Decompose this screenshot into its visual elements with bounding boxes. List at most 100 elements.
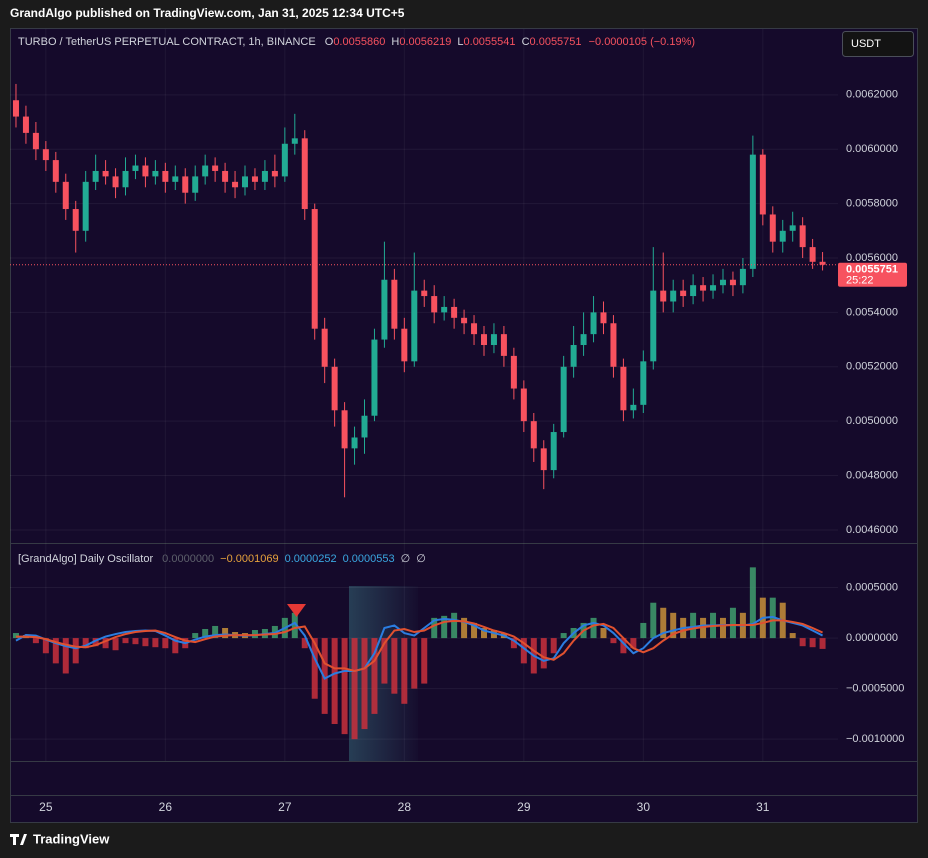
histogram-bar xyxy=(600,627,607,639)
candle-body xyxy=(640,361,647,405)
histogram-bar xyxy=(719,617,726,639)
x-tick-label: 25 xyxy=(39,800,53,814)
y-tick-label: 0.0060000 xyxy=(846,143,898,155)
candle-body xyxy=(261,170,268,182)
histogram-bar xyxy=(222,627,229,639)
candle-body xyxy=(202,165,209,177)
candle-body xyxy=(421,290,428,297)
candle-body xyxy=(510,355,517,389)
histogram-bar xyxy=(102,638,109,649)
histogram-bar xyxy=(112,638,119,651)
signal-marker xyxy=(287,604,306,617)
candle-body xyxy=(291,138,298,144)
histogram-bar xyxy=(311,638,318,699)
y-tick-label: 0.0048000 xyxy=(846,469,898,481)
candle-body xyxy=(441,306,448,313)
candle-body xyxy=(182,176,189,193)
histogram-bar xyxy=(480,627,487,639)
countdown: 25:22 xyxy=(846,275,874,287)
candle-body xyxy=(749,154,756,269)
candle-body xyxy=(620,366,627,411)
ohlc-letter: O xyxy=(325,36,334,48)
candle-body xyxy=(321,328,328,367)
y-tick-label: 0.0062000 xyxy=(846,89,898,101)
histogram-bar xyxy=(451,612,458,639)
histogram-bar xyxy=(630,638,637,649)
candle-body xyxy=(809,247,816,262)
candle-body xyxy=(719,279,726,286)
price-axis xyxy=(838,29,917,822)
histogram-bar xyxy=(749,567,756,639)
histogram-bar xyxy=(799,638,806,647)
y-tick-label: 0.0054000 xyxy=(846,306,898,318)
candle-body xyxy=(132,165,139,171)
candle-body xyxy=(729,279,736,286)
histogram-bar xyxy=(212,625,219,639)
button-frame[interactable] xyxy=(842,31,914,57)
candle-body xyxy=(371,339,378,416)
histogram-bar xyxy=(152,638,159,648)
histogram-bar xyxy=(42,638,49,654)
candle-body xyxy=(361,415,368,438)
button-label[interactable]: USDT xyxy=(851,38,881,50)
histogram-bar xyxy=(510,638,517,649)
candle-body xyxy=(341,410,348,449)
candle-body xyxy=(789,225,796,231)
candle-body xyxy=(152,170,159,177)
candle-body xyxy=(739,268,746,286)
candle-body xyxy=(540,448,547,471)
histogram-bar xyxy=(670,612,677,639)
y-tick-label: 0.0050000 xyxy=(846,415,898,427)
histogram-bar xyxy=(411,638,418,689)
y-tick-label: −0.0010000 xyxy=(846,733,904,745)
oscillator-line xyxy=(15,619,823,672)
ohlc-letter: H xyxy=(391,36,399,48)
histogram-bar xyxy=(301,638,308,649)
legend-value: −0.0001069 xyxy=(220,553,278,565)
histogram-bar xyxy=(441,615,448,639)
candle-body xyxy=(301,138,308,210)
brand-name: TradingView xyxy=(33,831,110,846)
histogram-bar xyxy=(560,633,567,639)
histogram-bar xyxy=(162,638,169,649)
ohlc-value: 0.0055860 xyxy=(333,36,385,48)
candle-body xyxy=(42,149,49,161)
chart-header: TURBO / TetherUS PERPETUAL CONTRACT, 1h,… xyxy=(18,36,695,48)
histogram-bar xyxy=(729,607,736,639)
candle-body xyxy=(600,312,607,324)
currency-button[interactable]: USDT xyxy=(842,31,914,57)
legend-value: ∅ xyxy=(401,553,411,565)
histogram-bar xyxy=(361,638,368,730)
candle-body xyxy=(670,290,677,302)
candle-body xyxy=(570,345,577,367)
candle-body xyxy=(700,285,707,291)
histogram-bar xyxy=(321,638,328,714)
candle-body xyxy=(122,170,129,188)
candle-body xyxy=(690,285,697,297)
candle-body xyxy=(251,176,258,182)
histogram-bar xyxy=(291,612,298,639)
histogram-bar xyxy=(12,633,19,639)
histogram-bar xyxy=(431,617,438,639)
histogram-bar xyxy=(251,630,258,639)
y-tick-label: 0.0052000 xyxy=(846,361,898,373)
y-tick-label: 0.0000000 xyxy=(846,632,898,644)
candle-body xyxy=(451,306,458,318)
x-tick-label: 30 xyxy=(637,800,651,814)
histogram-bar xyxy=(371,638,378,714)
y-tick-label: −0.0005000 xyxy=(846,683,904,695)
last-price-label: 0.0055751 xyxy=(846,264,898,276)
candle-body xyxy=(769,214,776,242)
histogram-bar xyxy=(461,617,468,639)
candle-body xyxy=(461,317,468,324)
candle-body xyxy=(520,388,527,422)
x-tick-label: 29 xyxy=(517,800,531,814)
candle-body xyxy=(610,323,617,367)
candle-body xyxy=(759,154,766,215)
candle-body xyxy=(630,404,637,411)
ohlc-value: 0.0055541 xyxy=(464,36,516,48)
histogram-bar xyxy=(142,638,149,647)
oscillator-title: [GrandAlgo] Daily Oscillator xyxy=(18,553,153,565)
